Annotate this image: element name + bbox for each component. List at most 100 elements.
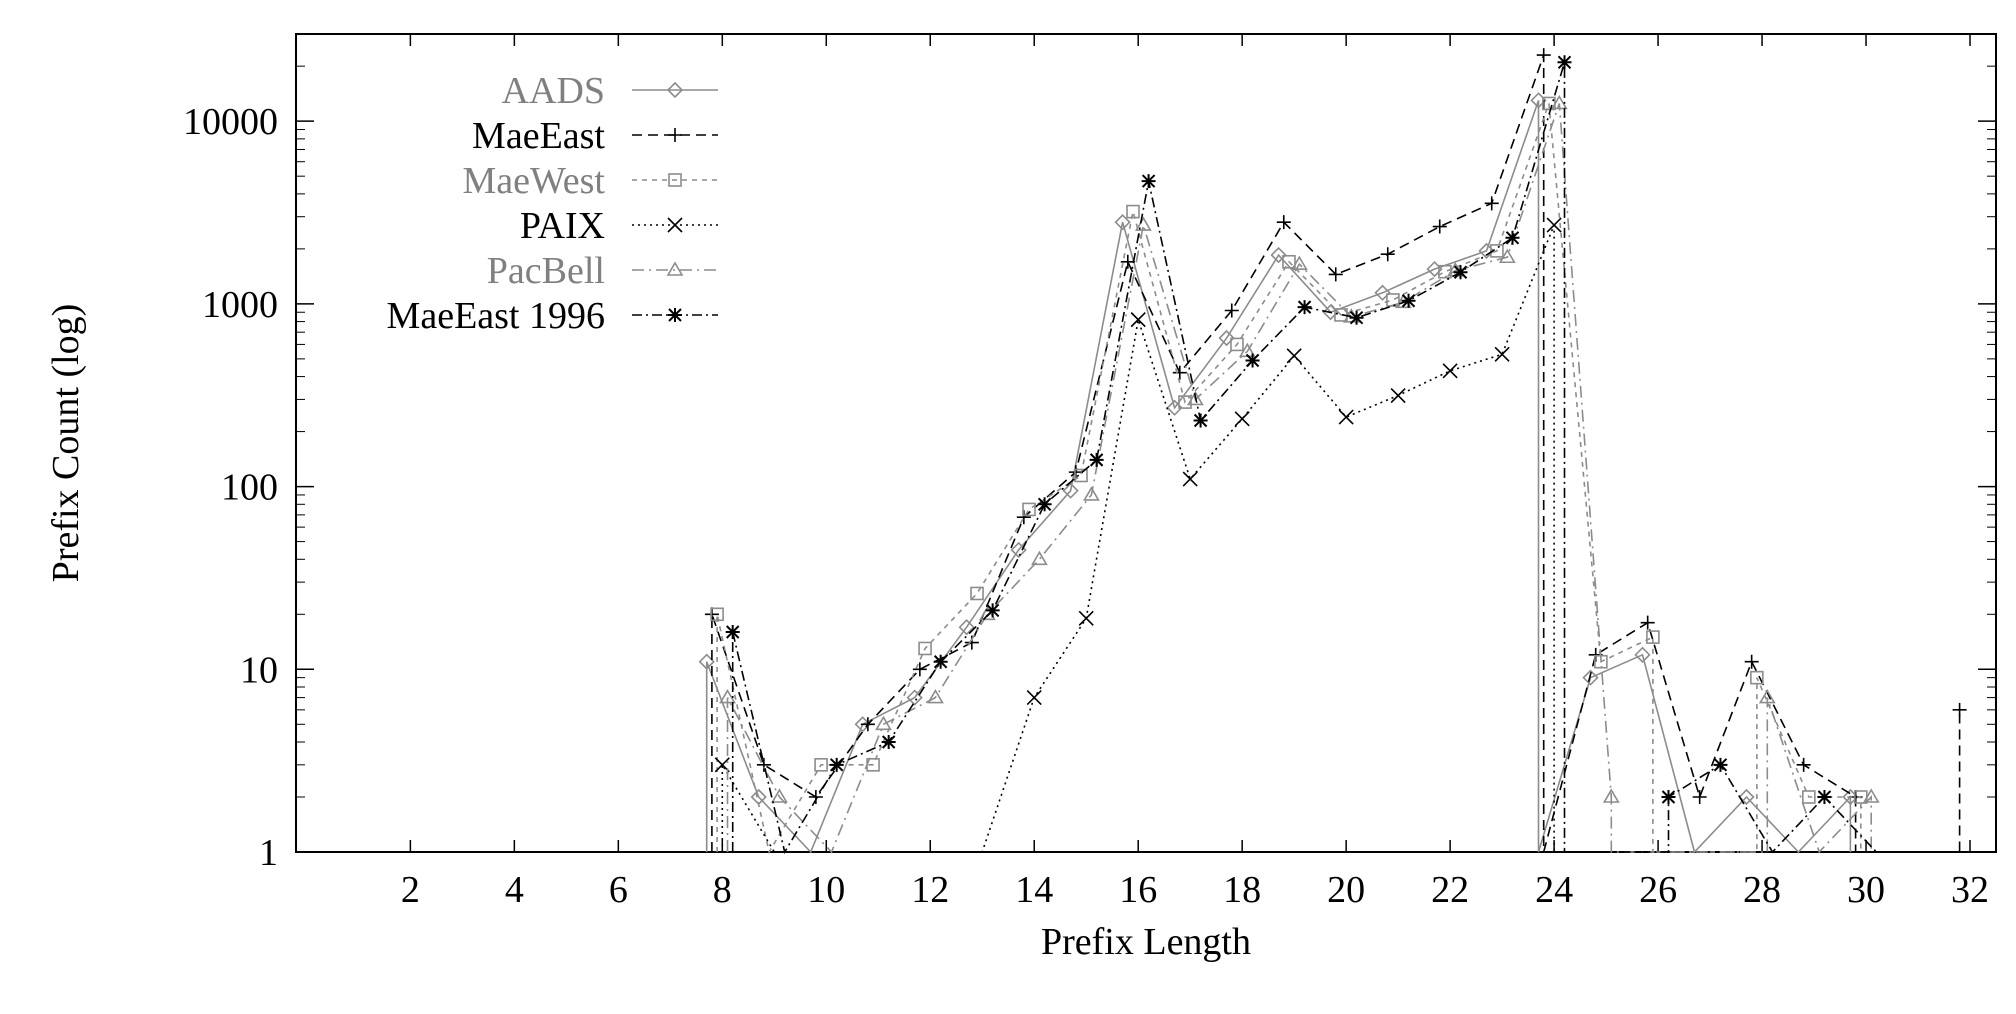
data-point-maewest xyxy=(710,607,724,622)
data-point-paix xyxy=(1130,312,1146,328)
data-point-aads xyxy=(1582,669,1599,686)
data-point-pacbell xyxy=(1758,689,1776,704)
legend-label: MaeEast xyxy=(472,115,605,157)
legend-entry-maewest: MaeWest xyxy=(462,160,718,202)
data-point-pacbell xyxy=(927,689,944,704)
x-tick-label: 6 xyxy=(609,869,628,911)
data-point-pacbell xyxy=(1290,255,1308,270)
series-line-pacbell xyxy=(726,103,1872,854)
legend-marker xyxy=(668,308,682,322)
data-point-maewest xyxy=(918,641,932,656)
data-point-maewest xyxy=(1750,670,1764,685)
data-point-paix xyxy=(1182,471,1198,487)
data-point-pacbell xyxy=(1083,486,1100,501)
data-point-maeeast xyxy=(1380,247,1395,262)
legend-entry-paix: PAIX xyxy=(520,205,718,247)
legend-entry-aads: AADS xyxy=(502,70,718,112)
data-point-maeeast-1996 xyxy=(1089,452,1104,467)
data-point-maeeast-1996 xyxy=(1141,174,1156,189)
legend-marker xyxy=(668,173,682,187)
data-point-pacbell xyxy=(1498,248,1516,264)
data-point-pacbell xyxy=(1031,550,1048,566)
x-tick-label: 20 xyxy=(1327,869,1365,911)
data-point-maeeast-1996 xyxy=(1349,310,1364,325)
data-point-pacbell xyxy=(771,788,788,803)
x-tick-label: 24 xyxy=(1535,869,1573,911)
series-line-maeeast xyxy=(711,54,1961,853)
data-point-maeeast-1996 xyxy=(1505,230,1520,245)
data-point-maewest xyxy=(1230,337,1244,352)
y-tick-label: 100 xyxy=(221,467,278,509)
data-point-aads xyxy=(1738,788,1755,806)
data-point-aads xyxy=(1374,284,1391,301)
data-point-maewest xyxy=(1282,254,1296,269)
data-point-maeeast xyxy=(1172,365,1187,380)
x-tick-label: 18 xyxy=(1223,869,1261,911)
data-point-paix xyxy=(1442,363,1458,379)
legend-marker xyxy=(666,261,684,276)
data-point-pacbell xyxy=(875,715,892,731)
series-pacbell xyxy=(719,94,1880,854)
legend-marker xyxy=(667,217,683,233)
data-point-maeeast xyxy=(1276,215,1291,230)
series-paix xyxy=(714,217,1562,853)
data-point-maeeast xyxy=(756,757,771,772)
data-point-maeeast-1996 xyxy=(933,654,948,669)
data-point-maewest xyxy=(1074,468,1088,483)
data-point-maewest xyxy=(1022,502,1036,517)
data-point-paix xyxy=(1078,610,1094,626)
legend-label: AADS xyxy=(502,70,605,112)
axis-ticks: 2 4 6 8 10 12 14 16 18 20 22 24 26 28 30 32110100100010… xyxy=(183,33,1996,911)
x-axis-title: Prefix Length xyxy=(1041,921,1251,963)
data-point-maeeast-1996 xyxy=(1661,790,1676,804)
data-point-maeeast-1996 xyxy=(725,624,740,639)
data-point-maeeast-1996 xyxy=(985,603,1000,618)
data-point-maeeast-1996 xyxy=(829,757,844,772)
series-maeeast xyxy=(704,48,1967,853)
series-line-paix xyxy=(721,224,1555,853)
x-tick-label: 2 xyxy=(401,869,420,911)
data-point-maewest xyxy=(1126,204,1140,219)
y-tick-label: 1000 xyxy=(202,284,278,326)
data-point-maeeast xyxy=(1328,267,1343,282)
data-point-maeeast-1996 xyxy=(1817,790,1832,804)
data-point-maeeast xyxy=(704,607,719,622)
legend-label: MaeEast 1996 xyxy=(387,295,605,337)
data-point-paix xyxy=(1234,411,1250,427)
data-point-maeeast xyxy=(1796,757,1811,772)
data-point-maeeast xyxy=(912,662,927,677)
data-point-maeeast xyxy=(1120,254,1135,269)
series-maeeast-1996 xyxy=(725,55,1981,855)
data-point-maeeast xyxy=(860,717,875,732)
data-point-paix xyxy=(1026,690,1042,706)
data-point-maeeast-1996 xyxy=(1037,497,1052,512)
x-tick-label: 8 xyxy=(713,869,732,911)
data-point-paix xyxy=(1390,387,1406,404)
data-point-maewest xyxy=(970,586,984,601)
data-point-aads xyxy=(958,619,975,636)
series-aads xyxy=(698,92,1859,854)
data-point-pacbell xyxy=(1602,788,1620,803)
x-tick-label: 32 xyxy=(1951,869,1989,911)
data-point-maeeast-1996 xyxy=(1453,265,1468,280)
legend-entry-maeeast: MaeEast xyxy=(472,115,718,157)
data-point-paix xyxy=(1494,346,1510,362)
data-point-maeeast xyxy=(1068,465,1083,480)
data-point-maeeast-1996 xyxy=(1245,353,1260,368)
data-point-pacbell xyxy=(1862,788,1880,803)
x-tick-label: 16 xyxy=(1119,869,1157,911)
x-tick-label: 26 xyxy=(1639,869,1677,911)
plot-frame xyxy=(295,33,1997,853)
data-point-maeeast xyxy=(1952,702,1967,717)
legend-label: PAIX xyxy=(520,205,605,247)
data-point-aads xyxy=(1634,646,1651,663)
series-group xyxy=(698,48,1981,855)
data-point-maeeast xyxy=(1692,790,1707,804)
legend-label: PacBell xyxy=(487,250,605,292)
data-point-pacbell xyxy=(1186,390,1204,406)
data-point-paix xyxy=(1338,409,1354,425)
data-point-maeeast xyxy=(1016,510,1031,525)
